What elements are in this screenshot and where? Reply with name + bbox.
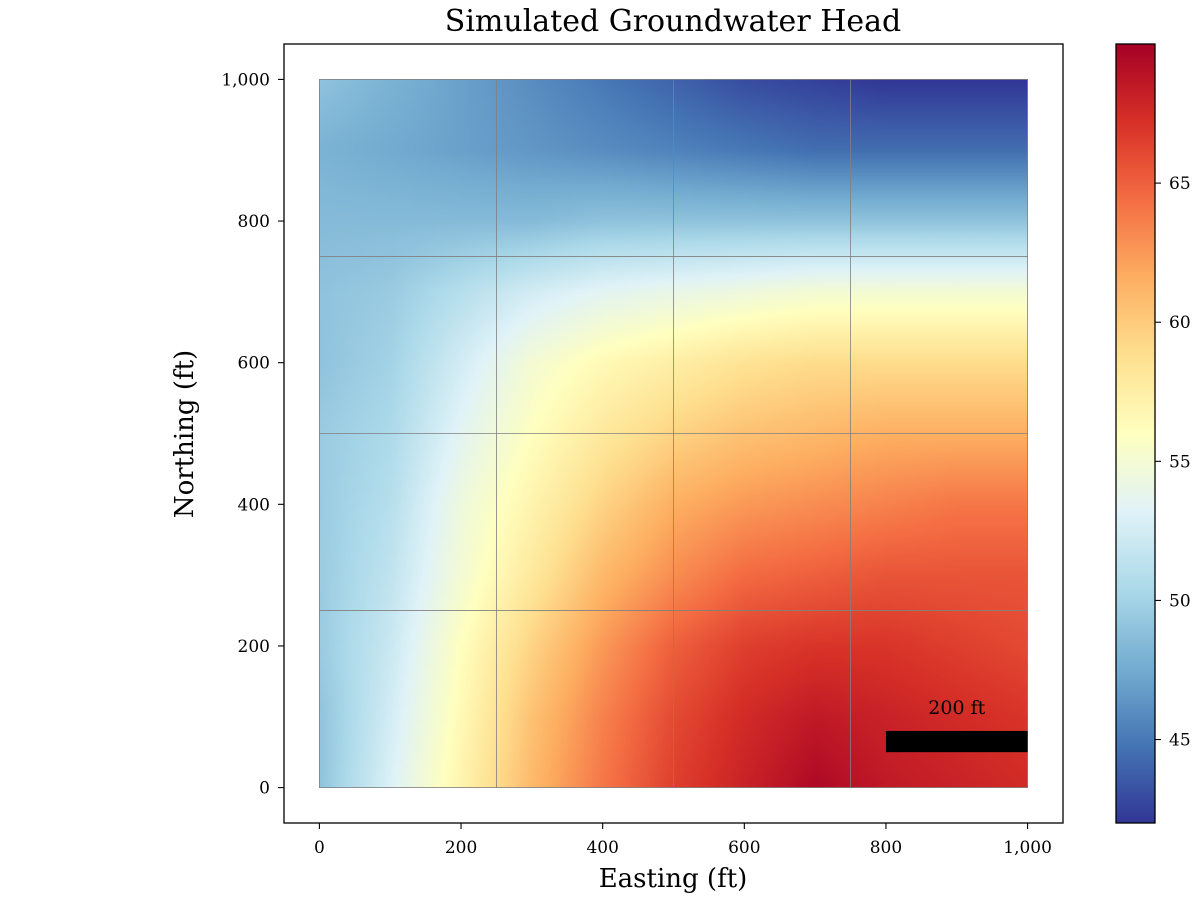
colorbar-tick-label: 65 [1169,174,1191,194]
colorbar-tick-label: 60 [1169,313,1191,333]
chart-title: Simulated Groundwater Head [445,4,901,39]
y-tick-label: 600 [238,354,270,374]
y-axis-title: Northing (ft) [170,350,200,518]
axes-frame [283,43,1064,824]
y-tick-label: 1,000 [221,70,270,90]
x-tick-label: 800 [870,838,902,858]
y-tick-label: 800 [238,212,270,232]
x-tick-label: 600 [728,838,760,858]
x-tick-label: 200 [445,838,477,858]
colorbar: 45 50 55 60 65 [1115,43,1191,824]
plot-area: 200 ft 0 200 400 600 800 1,000 0 200 400 600 800 1,0… [221,43,1064,858]
grid-border [319,79,1028,788]
colorbar-tick-label: 50 [1169,591,1191,611]
x-tick-label: 400 [586,838,618,858]
x-axis-title: Easting (ft) [599,864,748,894]
y-tick-label: 0 [259,779,270,799]
x-tick-label: 0 [314,838,325,858]
y-tick-label: 200 [238,637,270,657]
x-tick-label: 1,000 [1003,838,1052,858]
colorbar-tick-label: 55 [1169,452,1191,472]
colorbar-tick-label: 45 [1169,731,1191,751]
scale-bar [885,730,1028,753]
scale-bar-label: 200 ft [928,697,985,719]
colorbar-gradient [1115,43,1156,824]
y-tick-label: 400 [238,495,270,515]
